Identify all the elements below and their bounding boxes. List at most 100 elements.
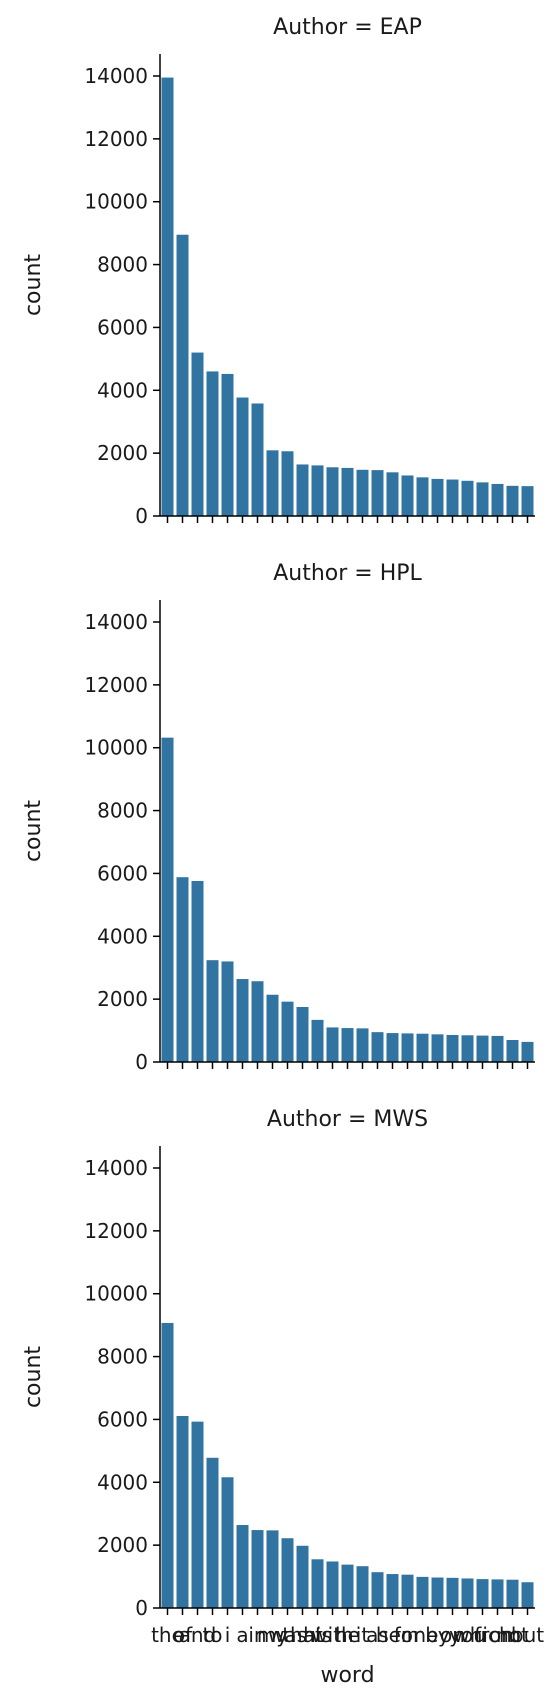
x-tick-label: but [511, 1623, 544, 1647]
y-tick-label: 14000 [84, 1156, 148, 1180]
bar-not [521, 1041, 534, 1062]
x-tick-label: that [282, 1623, 323, 1647]
bar-by [431, 1577, 444, 1608]
x-tick-label: her [376, 1623, 410, 1647]
bar-his [311, 1559, 324, 1608]
y-tick-label: 8000 [97, 1345, 148, 1369]
bar-her [386, 1574, 399, 1608]
y-tick-label: 6000 [97, 315, 148, 339]
y-tick-label: 4000 [97, 924, 148, 948]
bar-it [296, 464, 309, 516]
bar-the [161, 77, 174, 517]
bar-the [161, 737, 174, 1062]
x-tick-label: to [202, 1623, 222, 1647]
bar-i [221, 1477, 234, 1608]
x-tick-label: from [474, 1623, 521, 1647]
bar-he [341, 1564, 354, 1608]
y-tick-label: 0 [135, 1596, 148, 1620]
y-tick-label: 6000 [97, 1407, 148, 1431]
bar-this [506, 485, 519, 516]
bar-a [221, 373, 234, 516]
x-tick-label: on [440, 1623, 465, 1647]
bar-is [311, 1019, 324, 1062]
bar-was [266, 994, 279, 1062]
bar-not [521, 486, 534, 516]
x-tick-label: a [236, 1623, 248, 1647]
bar-and [191, 880, 204, 1062]
bar-for [446, 1034, 459, 1062]
bar-which [401, 475, 414, 516]
bar-of [176, 234, 189, 516]
x-tick-label: by [425, 1623, 450, 1647]
y-tick-label: 12000 [84, 1219, 148, 1243]
x-tick-label: as [366, 1623, 389, 1647]
x-tick-label: in [248, 1623, 266, 1647]
bar-but [521, 1582, 534, 1608]
bar-with [341, 1028, 354, 1062]
bar-i [251, 403, 264, 516]
x-tick-label: me [407, 1623, 439, 1647]
bar-at [431, 1034, 444, 1062]
x-tick-label: the [151, 1623, 184, 1647]
bar-and [191, 1421, 204, 1608]
bar-which [476, 1579, 489, 1608]
y-tick-label: 10000 [84, 736, 148, 760]
x-tick-label: i [225, 1623, 231, 1647]
y-tick-label: 2000 [97, 441, 148, 465]
x-tick-label: with [311, 1623, 353, 1647]
bar-as [356, 1028, 369, 1062]
bar-the [161, 1322, 174, 1608]
bar-was [281, 1538, 294, 1608]
y-tick-label: 14000 [84, 64, 148, 88]
bar-for [401, 1574, 414, 1608]
y-tick-label: 10000 [84, 190, 148, 214]
bar-at [431, 478, 444, 516]
bar-my [326, 1027, 339, 1062]
y-tick-label: 0 [135, 1050, 148, 1074]
bar-his [416, 1033, 429, 1062]
y-axis-label: count [21, 1346, 46, 1408]
panel-title: Author = MWS [267, 1107, 428, 1132]
bar-as [371, 1572, 384, 1608]
x-tick-label: my [257, 1623, 288, 1647]
x-tick-label: his [303, 1623, 332, 1647]
bar-to [206, 371, 219, 516]
bar-by [476, 482, 489, 516]
bar-but [491, 483, 504, 516]
y-tick-label: 4000 [97, 378, 148, 402]
x-tick-label: it [356, 1623, 370, 1647]
bar-in [236, 979, 249, 1062]
y-tick-label: 12000 [84, 127, 148, 151]
bar-a [221, 961, 234, 1062]
bar-that [281, 1001, 294, 1062]
y-tick-label: 2000 [97, 1533, 148, 1557]
panel-title: Author = EAP [273, 15, 422, 40]
bar-that [281, 451, 294, 516]
x-tick-label: you [449, 1623, 486, 1647]
chart-panel-2: Author = HPL count 0 2000 4000 6000 8000 10000 1… [21, 561, 535, 1074]
bar-i [251, 981, 264, 1062]
bar-to [206, 1457, 219, 1608]
bar-in [236, 397, 249, 516]
y-tick-label: 2000 [97, 987, 148, 1011]
bar-he [386, 1033, 399, 1062]
bar-be [461, 480, 474, 516]
bar-which [401, 1033, 414, 1062]
y-tick-label: 14000 [84, 610, 148, 634]
x-tick-label: which [453, 1623, 511, 1647]
y-tick-label: 0 [135, 504, 148, 528]
bar-it [356, 1566, 369, 1608]
bar-as [356, 469, 369, 516]
bar-this [506, 1040, 519, 1062]
bar-of [176, 1415, 189, 1608]
bar-his [416, 477, 429, 516]
bar-and [191, 352, 204, 516]
y-tick-label: 10000 [84, 1282, 148, 1306]
x-tick-label: of [173, 1623, 193, 1647]
x-tick-label: for [394, 1623, 422, 1647]
y-axis-label: count [21, 800, 46, 862]
bar-not [506, 1579, 519, 1608]
chart-panel-3: Author = MWS count 0 2000 4000 6000 8000 10000 1… [21, 1107, 544, 1688]
bar-in [251, 1530, 264, 1608]
